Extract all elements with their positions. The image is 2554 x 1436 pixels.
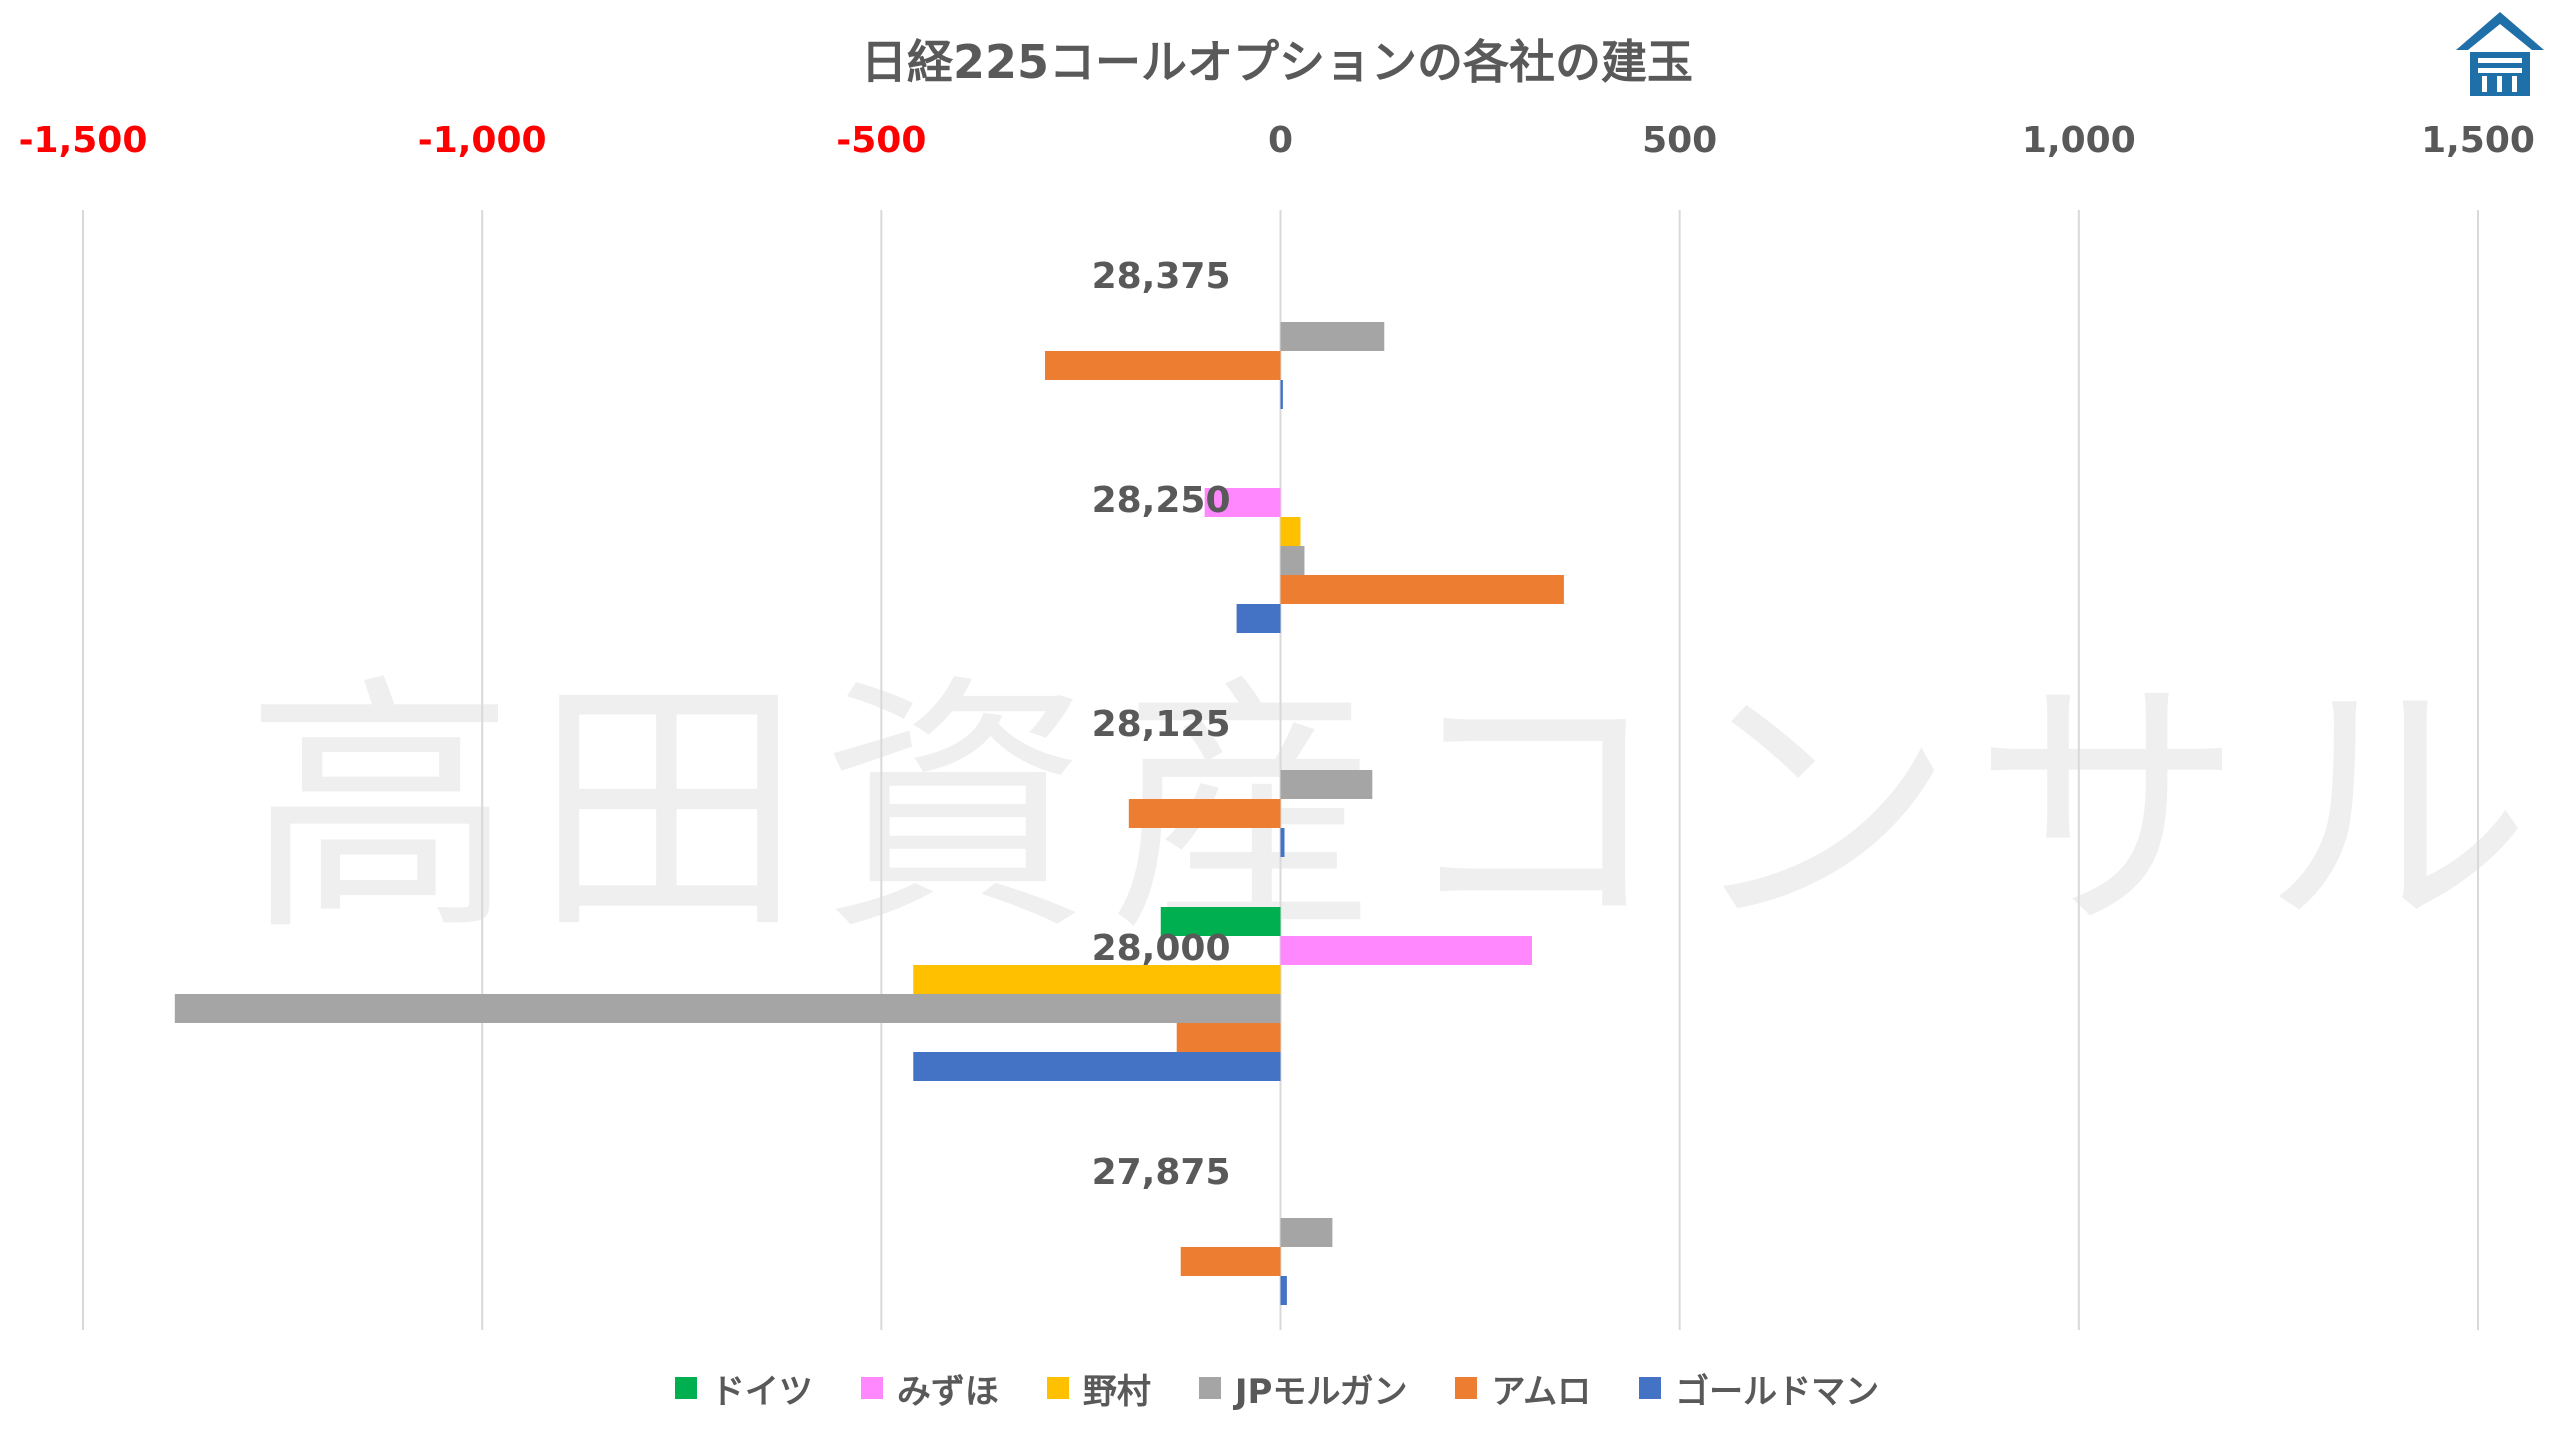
bar xyxy=(913,1052,1281,1081)
category-labels: 28,375 28,250 28,125 28,000 27,875 xyxy=(1092,256,1231,1193)
chart-legend: ドイツ みずほ 野村 JPモルガン アムロ ゴールドマン xyxy=(0,1358,2554,1418)
legend-swatch xyxy=(1639,1377,1662,1399)
category-label: 27,875 xyxy=(1092,1152,1231,1193)
bar xyxy=(1236,604,1281,633)
legend-swatch xyxy=(1455,1377,1478,1399)
legend-item: 野村 xyxy=(1046,1364,1151,1413)
legend-label: ドイツ xyxy=(710,1371,813,1412)
bar xyxy=(1044,351,1281,380)
legend-item: ゴールドマン xyxy=(1639,1364,1879,1413)
bars xyxy=(174,322,1564,1305)
watermark-text: 高田資産コンサル xyxy=(245,652,2549,967)
bar xyxy=(1280,936,1532,965)
bar xyxy=(1280,380,1283,409)
bar xyxy=(1280,770,1373,799)
bar xyxy=(1280,828,1285,857)
logo-icon xyxy=(2456,12,2544,96)
x-tick-label: 1,000 xyxy=(2022,120,2136,161)
bar xyxy=(1280,517,1301,546)
category-label: 28,250 xyxy=(1092,480,1231,521)
company-logo xyxy=(2452,8,2548,100)
legend-label: ゴールドマン xyxy=(1675,1371,1880,1412)
legend-item: アムロ xyxy=(1455,1364,1591,1413)
x-tick-label: 500 xyxy=(1642,120,1717,161)
category-label: 28,375 xyxy=(1092,256,1231,297)
bar xyxy=(1180,1247,1281,1276)
legend-swatch xyxy=(1046,1377,1069,1399)
bar xyxy=(1280,322,1385,351)
bar xyxy=(174,994,1281,1023)
category-label: 28,000 xyxy=(1092,928,1231,969)
bar xyxy=(1176,1023,1281,1052)
bar xyxy=(913,965,1281,994)
bar xyxy=(1160,907,1281,936)
x-tick-label: -1,000 xyxy=(418,120,547,161)
bar xyxy=(1280,546,1305,575)
legend-label: みずほ xyxy=(896,1371,999,1412)
x-tick-label: 1,500 xyxy=(2421,120,2535,161)
legend-item: みずほ xyxy=(860,1364,999,1413)
bar xyxy=(1280,575,1564,604)
legend-swatch xyxy=(1198,1377,1221,1399)
legend-item: JPモルガン xyxy=(1198,1364,1408,1413)
x-tick-label: -1,500 xyxy=(19,120,148,161)
category-label: 28,125 xyxy=(1092,704,1231,745)
legend-label: JPモルガン xyxy=(1234,1371,1408,1412)
legend-swatch xyxy=(674,1377,697,1399)
bar xyxy=(1280,1218,1333,1247)
bar xyxy=(1128,799,1281,828)
x-axis-ticks: -1,500 -1,000 -500 0 500 1,000 1,500 xyxy=(19,120,2535,161)
legend-item: ドイツ xyxy=(674,1364,813,1413)
x-tick-label: 0 xyxy=(1268,120,1293,161)
bar xyxy=(1204,488,1281,517)
x-tick-label: -500 xyxy=(836,120,926,161)
legend-swatch xyxy=(860,1377,883,1399)
legend-label: 野村 xyxy=(1082,1371,1151,1412)
chart-title: 日経225コールオプションの各社の建玉 xyxy=(861,35,1693,89)
legend-label: アムロ xyxy=(1491,1371,1592,1412)
bar xyxy=(1280,1276,1287,1305)
